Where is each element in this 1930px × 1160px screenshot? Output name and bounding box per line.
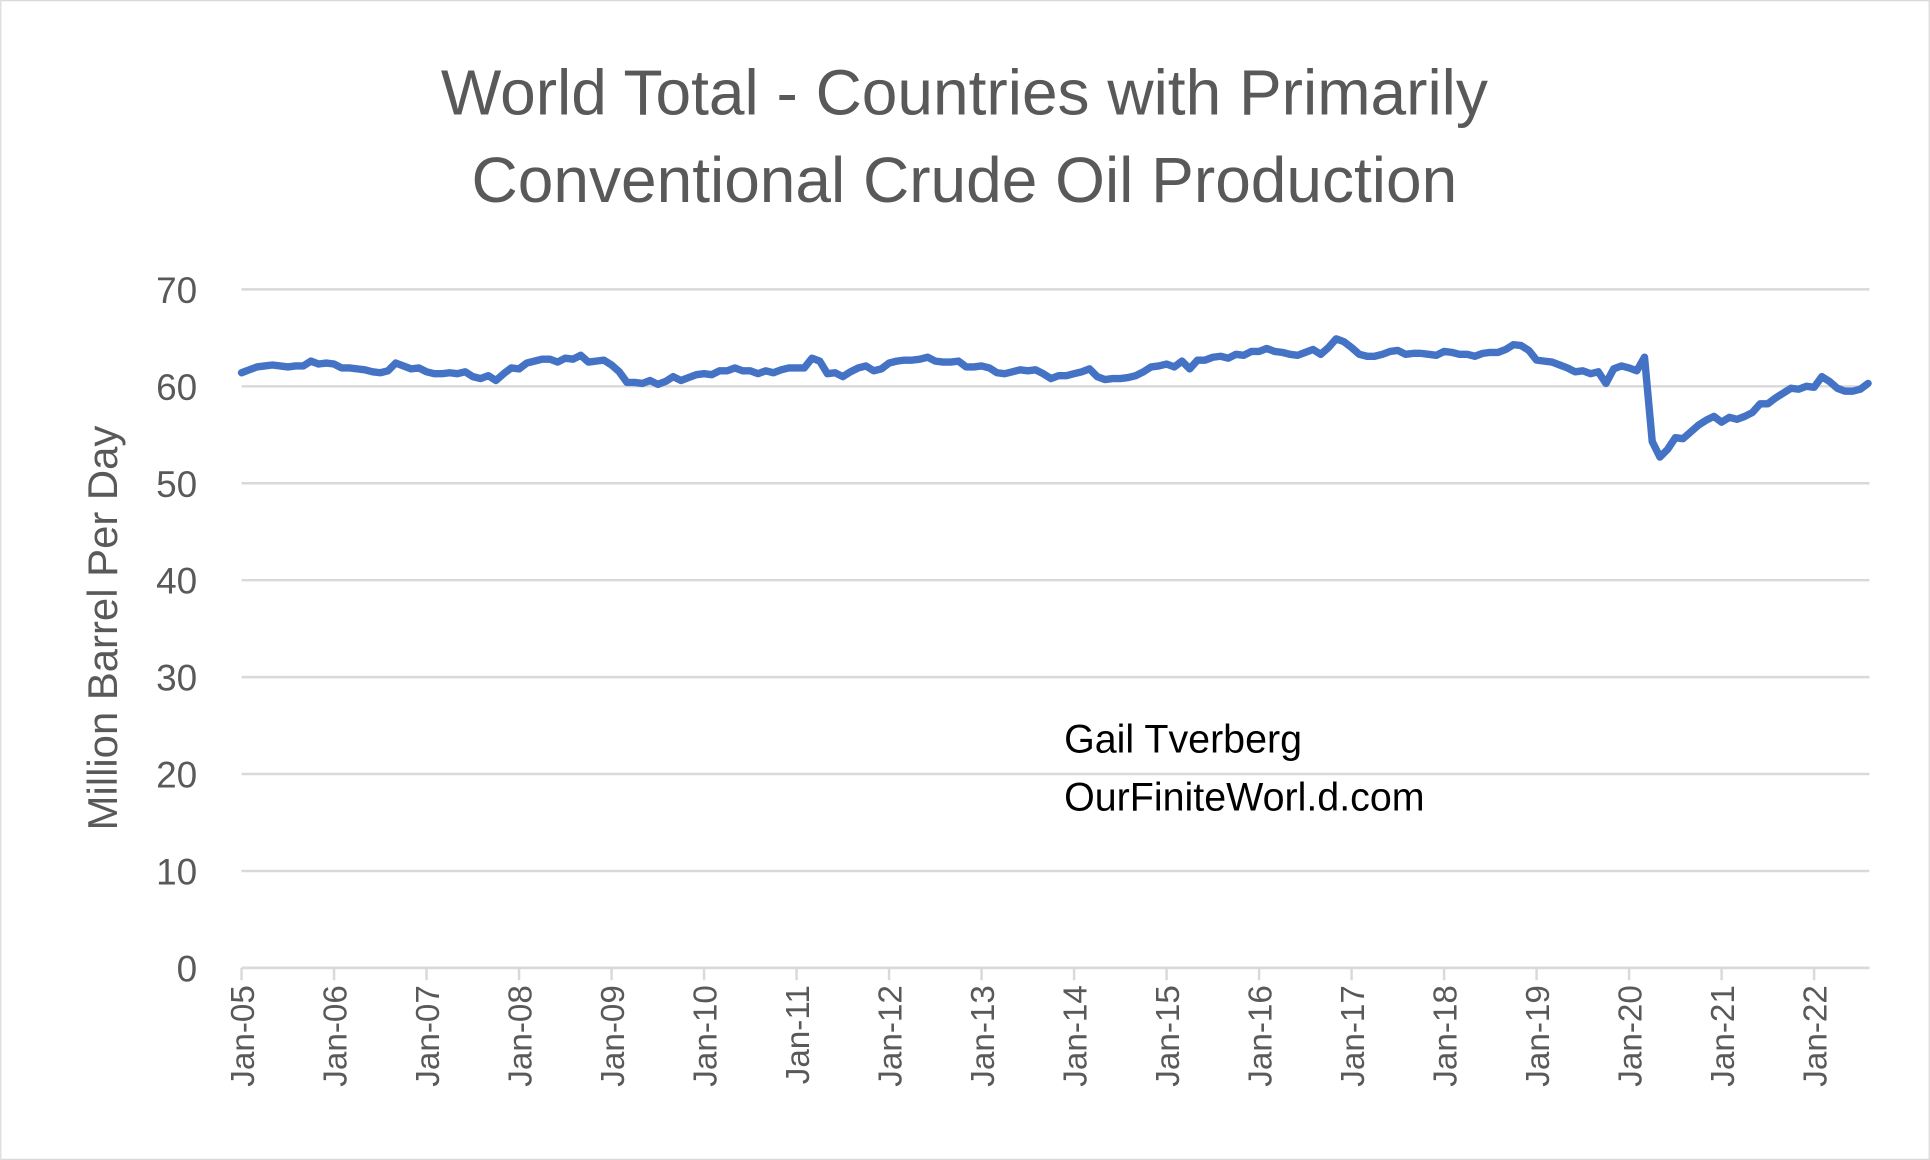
x-tick-label: Jan-17 xyxy=(1335,985,1372,1087)
x-tick-label: Jan-05 xyxy=(225,985,262,1087)
chart-title: Conventional Crude Oil Production xyxy=(472,144,1458,216)
x-tick-label: Jan-13 xyxy=(965,985,1002,1087)
annotation: Gail Tverberg xyxy=(1064,717,1302,761)
x-tick-label: Jan-09 xyxy=(595,985,632,1087)
x-tick-label: Jan-18 xyxy=(1427,985,1464,1087)
x-tick-label: Jan-22 xyxy=(1797,985,1834,1087)
annotation: OurFiniteWorl.d.com xyxy=(1064,775,1424,819)
y-tick-label: 40 xyxy=(156,561,197,602)
y-tick-label: 10 xyxy=(156,852,197,893)
x-tick-label: Jan-11 xyxy=(780,985,817,1084)
x-tick-label: Jan-10 xyxy=(687,985,724,1087)
y-tick-label: 60 xyxy=(156,367,197,408)
y-tick-label: 70 xyxy=(156,270,197,311)
x-tick-label: Jan-14 xyxy=(1057,985,1094,1087)
y-axis-label: Million Barrel Per Day xyxy=(79,426,126,831)
x-tick-label: Jan-16 xyxy=(1242,985,1279,1087)
x-tick-label: Jan-07 xyxy=(410,985,447,1087)
x-tick-label: Jan-12 xyxy=(872,985,909,1087)
x-tick-label: Jan-06 xyxy=(317,985,354,1087)
x-tick-label: Jan-19 xyxy=(1520,985,1557,1087)
y-tick-label: 50 xyxy=(156,464,197,505)
x-tick-label: Jan-08 xyxy=(502,985,539,1087)
y-tick-label: 0 xyxy=(177,948,198,989)
y-tick-label: 30 xyxy=(156,658,197,699)
x-tick-label: Jan-20 xyxy=(1612,985,1649,1087)
data-line xyxy=(237,335,1872,461)
x-tick-label: Jan-21 xyxy=(1705,985,1742,1087)
y-tick-label: 20 xyxy=(156,755,197,796)
chart-title: World Total - Countries with Primarily xyxy=(441,57,1488,129)
x-tick-label: Jan-15 xyxy=(1150,985,1187,1087)
